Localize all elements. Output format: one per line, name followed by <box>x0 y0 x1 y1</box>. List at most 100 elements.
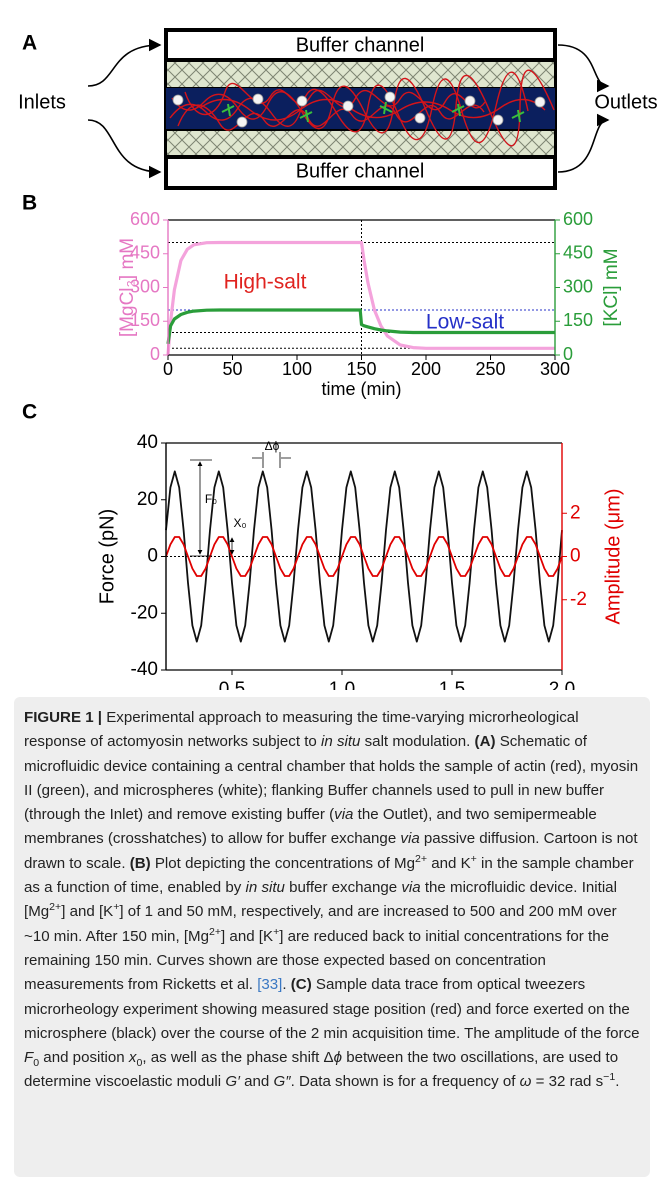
y-tick-label: 150 <box>130 310 160 330</box>
annotation: Low-salt <box>426 311 504 334</box>
myosin-part <box>511 109 525 123</box>
myosin-part <box>299 109 313 123</box>
caption-text: via <box>400 830 420 848</box>
x-tick-label: 1.5 <box>439 679 465 690</box>
citation-link[interactable]: [33] <box>257 976 283 994</box>
channel-label: Buffer channel <box>296 160 425 182</box>
data-line <box>165 470 563 643</box>
y2-tick-label: 450 <box>563 243 593 263</box>
caption-text: via <box>334 806 354 824</box>
flow-arrows-part <box>557 113 610 173</box>
actin-filaments-part <box>177 104 485 131</box>
actin-filaments-part <box>199 98 546 121</box>
flow-arrows-part <box>87 119 162 179</box>
caption-text: via <box>401 879 421 897</box>
caption-text: the microfluidic device. Initial [Mg <box>24 879 617 921</box>
panel-label: C <box>22 401 37 424</box>
x-tick-label: 2.0 <box>549 679 575 690</box>
caption-text: in the sample chamber as a function of t… <box>24 854 634 897</box>
caption-text: 2+ <box>414 852 428 865</box>
caption: FIGURE 1 | Experimental approach to meas… <box>14 697 650 1177</box>
y-tick-label: 450 <box>130 243 160 263</box>
channel-label: Buffer channel <box>296 34 425 56</box>
caption-text: ] of 1 and 50 mM, respectively, and are … <box>24 903 617 945</box>
y-axis-title: Force (pN) <box>96 509 118 605</box>
device-part <box>165 60 556 89</box>
caption-text: 2+ <box>49 901 62 914</box>
y2-axis-title: Amplitude (μm) <box>602 489 624 625</box>
caption-text: ] and [K <box>61 903 114 921</box>
y2-tick-label: 150 <box>563 310 593 330</box>
caption-text: F <box>24 1049 34 1067</box>
caption-text: Plot depicting the concentrations of Mg <box>150 854 415 872</box>
microspheres-part <box>534 96 546 108</box>
caption-text: , as well as the phase shift Δ <box>142 1049 334 1067</box>
caption-text: between the two oscillations, are used t… <box>24 1049 619 1091</box>
caption-text: Experimental approach to measuring the t… <box>24 709 579 751</box>
caption-text: G′ <box>225 1073 240 1091</box>
myosin <box>221 101 525 123</box>
device-part <box>165 129 556 157</box>
caption-text: Schematic of microfluidic device contain… <box>24 733 639 824</box>
annotation: X₀ <box>234 516 247 530</box>
caption-text: . Data shown is for a frequency of <box>290 1073 520 1091</box>
flow-arrows-part <box>87 38 162 87</box>
data-line <box>166 308 555 345</box>
caption-text: + <box>113 901 120 914</box>
microspheres-part <box>492 114 504 126</box>
caption-text: = 32 rad s <box>531 1073 604 1091</box>
x-tick-label: 0.5 <box>219 679 245 690</box>
y2-tick-label: -2 <box>570 589 587 610</box>
microspheres-part <box>252 93 264 105</box>
annotation: Δϕ <box>265 439 280 453</box>
y2-tick-label: 300 <box>563 276 593 296</box>
x-tick-label: 200 <box>411 359 441 379</box>
data-line <box>166 240 555 355</box>
caption-text: and K <box>427 854 471 872</box>
x-tick-label: 250 <box>475 359 505 379</box>
caption-text: . <box>282 976 291 994</box>
actin-filaments-part <box>169 71 529 144</box>
outlet-label: Outlets <box>594 91 657 113</box>
y-tick-label: 600 <box>130 209 160 229</box>
myosin-part <box>379 101 393 115</box>
guide <box>190 459 212 557</box>
x-tick-label: 150 <box>346 359 376 379</box>
y-tick-label: 0 <box>150 344 160 364</box>
flow-arrows-part <box>557 44 610 93</box>
caption-text: . <box>615 1073 620 1091</box>
microspheres-part <box>236 116 248 128</box>
flow-arrows <box>87 38 610 179</box>
microspheres-part <box>296 95 308 107</box>
caption-text: Sample data trace from optical tweezers … <box>24 976 640 1042</box>
caption-text: ] are reduced back to initial concentrat… <box>24 927 609 994</box>
microspheres-part <box>464 95 476 107</box>
guide <box>252 452 291 468</box>
caption-text: G″ <box>273 1073 291 1091</box>
x-tick-label: 0 <box>163 359 173 379</box>
caption-text: FIGURE 1 | <box>24 709 103 726</box>
caption-text: 0 <box>136 1057 143 1070</box>
x-tick-label: 50 <box>222 359 242 379</box>
caption-text: 0 <box>33 1057 40 1070</box>
microspheres-part <box>384 91 396 103</box>
myosin-part <box>451 103 465 117</box>
actin-filaments <box>169 69 555 147</box>
caption-text: (A) <box>474 733 496 751</box>
caption-text: in situ <box>245 879 285 897</box>
x-tick-label: 100 <box>282 359 312 379</box>
annotation: High-salt <box>224 271 307 294</box>
microspheres-part <box>172 94 184 106</box>
caption-text: x <box>128 1049 137 1067</box>
microspheres <box>172 91 546 128</box>
microspheres-part <box>342 100 354 112</box>
myosin-part <box>221 103 235 117</box>
caption-text: and position <box>39 1049 129 1067</box>
figure: A Buffer channel Buffer channel Inlets O… <box>18 28 658 690</box>
panel-label: A <box>22 32 37 55</box>
y2-tick-label: 0 <box>570 546 581 567</box>
actin-filaments-part <box>184 82 486 116</box>
y-axis-title: [MgCl₂] mM <box>117 238 138 337</box>
y-tick-label: 40 <box>137 432 158 453</box>
